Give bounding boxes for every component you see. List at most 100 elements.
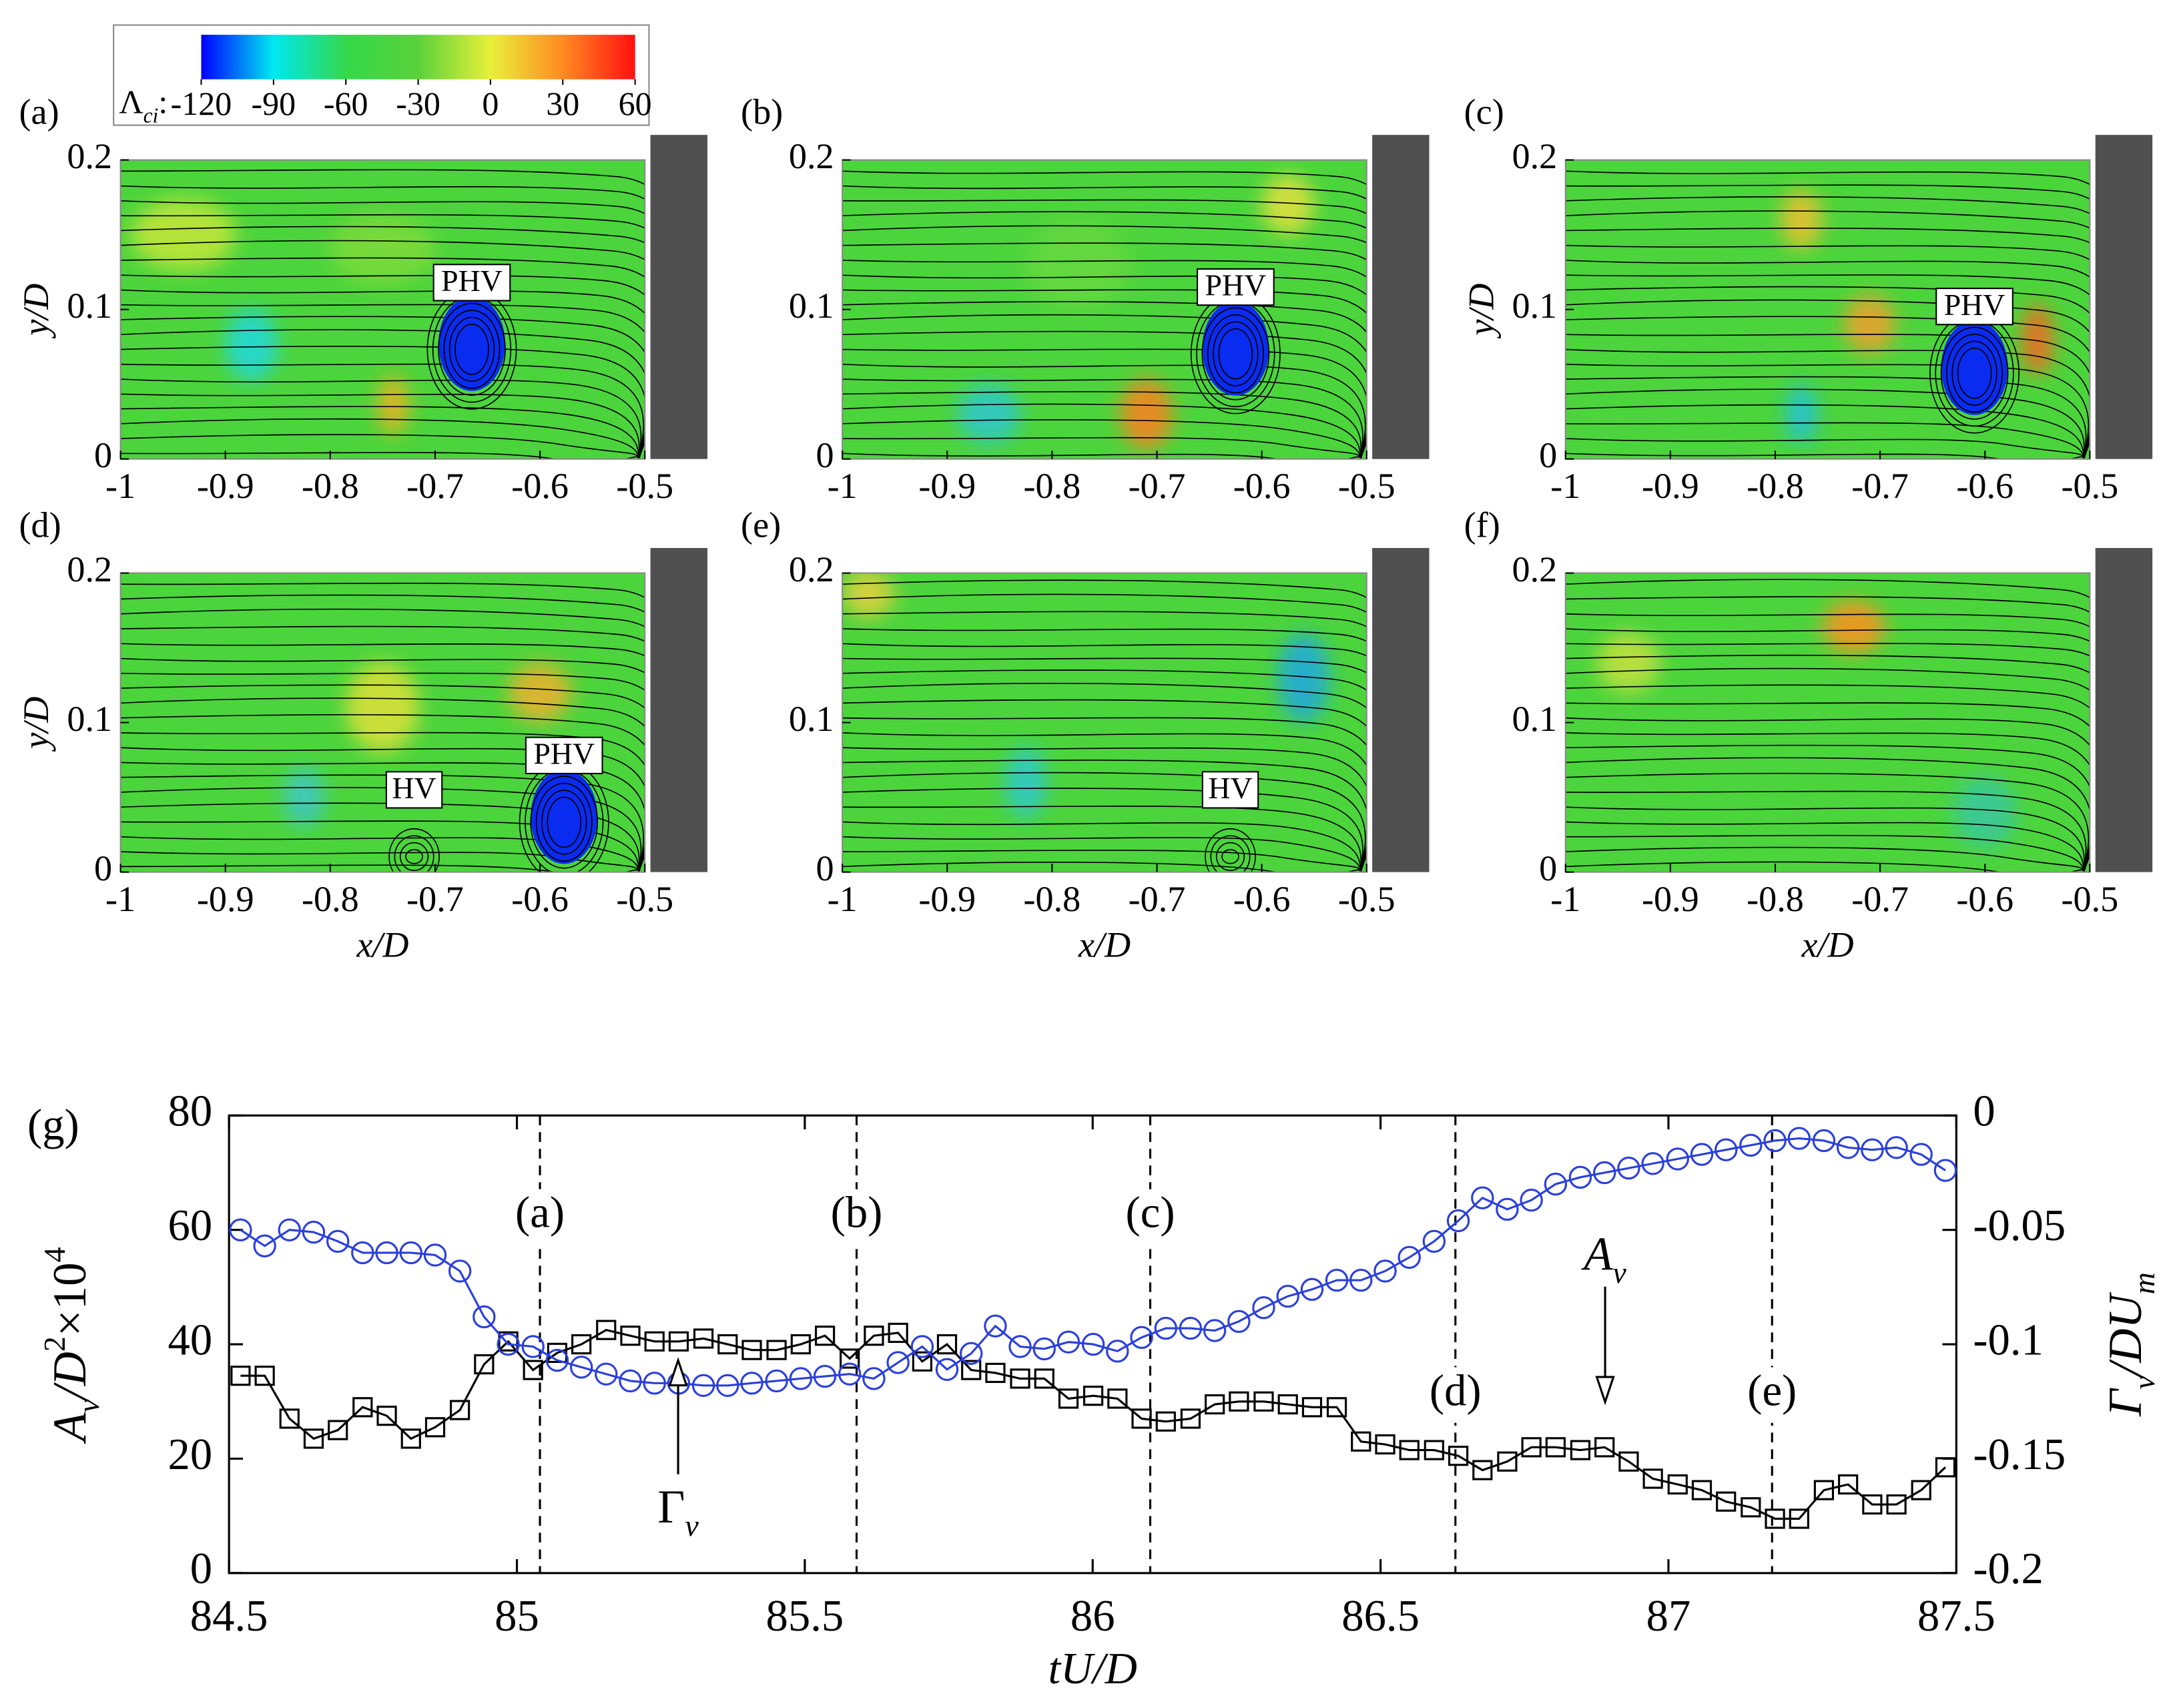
circle-marker: [1715, 1138, 1738, 1161]
circle-marker: [1130, 1326, 1153, 1349]
circle-marker: [423, 1243, 447, 1267]
x-tick-label: -0.9: [1642, 466, 1699, 506]
square-marker: [766, 1340, 787, 1360]
streamline: [120, 787, 642, 872]
square-marker: [1862, 1494, 1883, 1515]
circle-marker: [375, 1241, 398, 1265]
colorbar-tick-label: 60: [619, 85, 652, 122]
square-marker: [1375, 1434, 1395, 1455]
x-tick-label: 86: [1070, 1592, 1115, 1641]
streamline: [842, 657, 1367, 872]
square-marker: [376, 1406, 397, 1426]
y-axis-label: y/D: [16, 696, 56, 752]
y2-tick-label: -0.1: [1973, 1316, 2044, 1364]
square-marker: [523, 1360, 543, 1380]
y-tick-label: 0.2: [67, 136, 112, 176]
event-label: (c): [1126, 1189, 1175, 1237]
annotation: PHV: [1205, 268, 1267, 302]
streamline: [1565, 654, 2090, 872]
streamline: [120, 851, 640, 872]
circle-marker: [1690, 1143, 1714, 1166]
annotation: PHV: [441, 264, 503, 298]
circle-marker: [1666, 1147, 1689, 1171]
x-tick-label: 86.5: [1341, 1592, 1420, 1641]
streamline: [1565, 684, 2090, 872]
streamline: [842, 579, 1367, 872]
streamline: [120, 625, 645, 872]
y-tick-label: 0.2: [789, 136, 834, 176]
streamline: [120, 657, 645, 872]
streamline: [1565, 757, 2090, 872]
vortex-ring: [535, 782, 593, 862]
streamline: [1565, 861, 2085, 872]
circle-marker: [1154, 1316, 1178, 1340]
event-label-bg: [826, 1189, 888, 1245]
x-tick-label: -0.5: [1338, 466, 1395, 506]
square-marker: [450, 1400, 471, 1420]
vortex-ring: [1213, 321, 1259, 386]
streamline: [1565, 184, 2090, 459]
square-marker: [1253, 1391, 1274, 1412]
field-blob: [346, 662, 420, 753]
colorbar-tick-label: -30: [396, 85, 440, 122]
field: [120, 160, 645, 459]
streamline: [842, 861, 1362, 872]
streamline: [1565, 643, 2090, 872]
streamline: [120, 345, 645, 459]
field-blob: [131, 198, 236, 271]
circle-marker: [838, 1362, 862, 1386]
event-label: (d): [1430, 1366, 1482, 1415]
annotation-arrowhead: [1595, 1376, 1615, 1406]
circle-marker: [1179, 1316, 1203, 1340]
streamline: [120, 274, 645, 459]
circle-marker: [1106, 1340, 1129, 1363]
streamline: [120, 214, 645, 459]
streamline: [842, 289, 1367, 459]
circle-marker: [643, 1372, 666, 1395]
square-marker: [620, 1326, 641, 1346]
y-tick-label: 0.2: [789, 549, 834, 589]
circle-marker: [984, 1314, 1007, 1338]
square-marker: [1789, 1508, 1809, 1529]
panel-label: (a): [19, 91, 59, 131]
square-marker: [912, 1351, 932, 1372]
streamline: [120, 836, 640, 872]
streamline: [1565, 196, 2090, 459]
circle-marker: [1544, 1172, 1568, 1196]
y-tick-label: 0: [816, 848, 834, 888]
y2-tick-label: -0.05: [1973, 1201, 2066, 1250]
colorbar-tick-label: -60: [324, 85, 368, 122]
y2-tick-label: -0.2: [1973, 1544, 2044, 1593]
streamline: [1565, 422, 2085, 459]
streamline: [842, 747, 1367, 872]
circle-marker: [473, 1305, 496, 1329]
circle-marker: [1617, 1156, 1640, 1180]
streamline: [1565, 260, 2090, 459]
annotation-part: Γ: [657, 1481, 685, 1533]
y-tick-label: 0: [1539, 848, 1557, 888]
streamline: [1565, 667, 2090, 872]
event-label: (a): [515, 1189, 565, 1237]
x-tick-label: -0.6: [511, 879, 569, 919]
vortex-ring: [1207, 314, 1264, 394]
streamline: [842, 453, 1362, 459]
circle-marker: [862, 1367, 886, 1390]
event-label-bg: [509, 1189, 571, 1245]
streamline: [1565, 846, 2085, 872]
streamline: [120, 289, 645, 459]
square-marker: [1205, 1394, 1225, 1415]
vortex-ring: [547, 796, 582, 848]
streamline: [1565, 438, 2085, 459]
square-marker: [644, 1331, 665, 1352]
streamline: [120, 240, 645, 459]
streamline: [120, 378, 642, 459]
square-marker: [1326, 1397, 1347, 1418]
square-marker: [279, 1408, 300, 1429]
square-marker: [1813, 1480, 1835, 1500]
streamline: [1565, 821, 2085, 872]
panel-label: (b): [741, 91, 783, 131]
square-marker: [1911, 1480, 1931, 1500]
y-tick-label: 20: [168, 1430, 212, 1479]
circle-marker: [1861, 1138, 1884, 1161]
square-marker: [1545, 1437, 1566, 1458]
